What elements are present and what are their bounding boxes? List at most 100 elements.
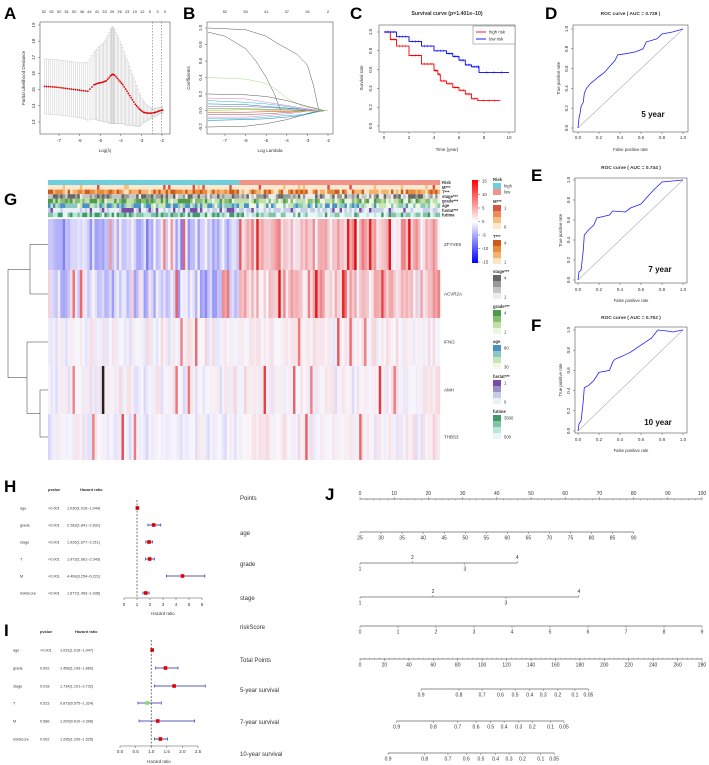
heatmap-cell xyxy=(400,219,404,270)
legend-label: 500 xyxy=(504,435,512,440)
heatmap-cell xyxy=(214,366,218,414)
heatmap-cell xyxy=(163,414,166,460)
heatmap-cell xyxy=(290,270,294,318)
annotation-cell xyxy=(204,185,208,190)
nomogram-tick-label: 40 xyxy=(420,536,426,542)
heatmap-cell xyxy=(50,270,54,318)
heatmap-cell xyxy=(278,414,281,460)
heatmap-cell xyxy=(246,318,250,366)
data-point xyxy=(143,111,146,114)
legend-label: 4 xyxy=(504,276,507,281)
annotation-cell xyxy=(175,189,179,195)
annotation-cell xyxy=(158,208,161,213)
annotation-cell xyxy=(143,189,147,195)
annotation-cell xyxy=(106,189,110,195)
heatmap-cell xyxy=(89,366,93,414)
annotation-cell xyxy=(425,180,428,185)
heatmap-cell xyxy=(192,366,196,414)
annotation-cell xyxy=(258,194,262,199)
heatmap-cell xyxy=(79,318,83,366)
annotation-cell xyxy=(92,194,95,199)
nomogram-tick-label: 0.2 xyxy=(529,725,536,731)
annotation-cell xyxy=(275,212,279,218)
annotation-cell xyxy=(209,198,213,204)
annotation-cell xyxy=(128,198,132,204)
colorbar-tick-label: -5 xyxy=(482,233,486,238)
annotation-cell xyxy=(153,212,156,218)
heatmap-cell xyxy=(305,318,308,366)
annotation-cell xyxy=(410,194,414,199)
heatmap-cell xyxy=(141,366,144,414)
annotation-cell xyxy=(185,180,188,185)
top-tick-label: 52 xyxy=(57,9,62,14)
heatmap-cell xyxy=(248,366,252,414)
annotation-cell xyxy=(246,198,250,204)
annotation-cell xyxy=(388,189,392,195)
annotation-cell xyxy=(371,194,375,199)
heatmap-cell xyxy=(160,270,164,318)
heatmap-cell xyxy=(388,318,392,366)
heatmap-cell xyxy=(432,366,436,414)
annotation-cell xyxy=(300,185,303,190)
annotation-cell xyxy=(138,198,142,204)
nomogram-tick-label: 0 xyxy=(359,663,362,669)
hazard-ratio-text: 1.973(1.661−2.343) xyxy=(67,557,101,561)
heatmap-cell xyxy=(67,219,71,270)
heatmap-cell xyxy=(146,318,149,366)
heatmap-cell xyxy=(99,270,103,318)
annotation-cell xyxy=(92,185,95,190)
coefficient-path xyxy=(208,108,308,111)
annotation-cell xyxy=(106,194,110,199)
heatmap-cell xyxy=(209,366,213,414)
y-axis-label: True positive rate xyxy=(556,61,561,95)
nomogram-tick-label: 40 xyxy=(406,663,412,669)
heatmap-cell xyxy=(332,414,335,460)
heatmap-cell xyxy=(261,219,264,270)
annotation-cell xyxy=(212,203,215,208)
annotation-cell xyxy=(226,198,230,204)
annotation-cell xyxy=(364,203,367,208)
annotation-cell xyxy=(310,208,313,213)
heatmap-cell xyxy=(430,366,433,414)
heatmap-cell xyxy=(315,366,318,414)
annotation-cell xyxy=(79,212,83,218)
annotation-cell xyxy=(84,208,88,213)
annotation-cell xyxy=(413,180,416,185)
annotation-cell xyxy=(163,198,166,204)
annotation-cell xyxy=(104,208,107,213)
heatmap-cell xyxy=(94,219,98,270)
nomogram-tick-label: 2 xyxy=(435,630,438,636)
heatmap-cell xyxy=(104,318,107,366)
annotation-cell xyxy=(212,194,215,199)
legend-swatch xyxy=(493,223,501,229)
data-point xyxy=(132,101,135,103)
annotation-cell xyxy=(256,212,259,218)
annotation-cell xyxy=(172,180,176,185)
y-tick-label: 0.6 xyxy=(566,367,571,374)
data-point xyxy=(51,86,54,88)
annotation-cell xyxy=(202,198,205,204)
heatmap-cell xyxy=(339,414,343,460)
heatmap-cell xyxy=(180,366,183,414)
heatmap-cell xyxy=(116,366,120,414)
heatmap-cell xyxy=(229,219,232,270)
panel-label: I xyxy=(4,621,9,640)
survival-curve-low xyxy=(384,31,509,73)
annotation-cell xyxy=(381,208,384,213)
heatmap-cell xyxy=(175,366,179,414)
annotation-cell xyxy=(116,194,120,199)
legend-swatch xyxy=(493,281,501,287)
heatmap-cell xyxy=(172,219,176,270)
heatmap-cell xyxy=(359,219,362,270)
nomogram-tick-label: 4 xyxy=(577,589,580,595)
heatmap-cell xyxy=(393,366,397,414)
annotation-cell xyxy=(386,198,389,204)
gene-label: AMH xyxy=(444,388,454,393)
heatmap-cell xyxy=(199,366,203,414)
nomogram-tick-label: 4 xyxy=(516,555,519,561)
heatmap-cell xyxy=(148,366,152,414)
x-tick-label: 0.6 xyxy=(638,287,645,292)
nomogram-row-label: grade xyxy=(240,562,256,568)
data-point xyxy=(121,83,124,86)
heatmap-cell xyxy=(52,318,56,366)
